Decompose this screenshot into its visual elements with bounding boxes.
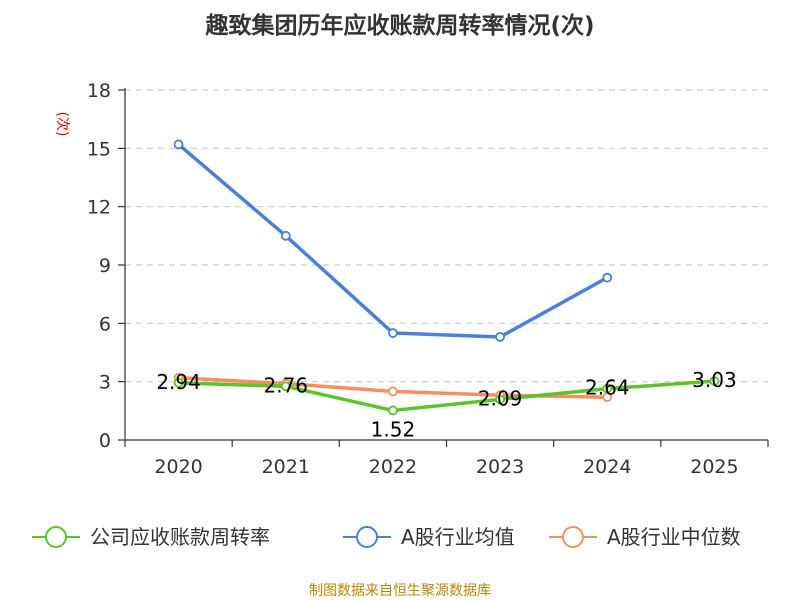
series-line bbox=[176, 379, 717, 413]
x-tick-label: 2020 bbox=[154, 456, 202, 478]
legend-label: 公司应收账款周转率 bbox=[90, 525, 270, 549]
data-label: 2.09 bbox=[478, 386, 523, 410]
series-lines bbox=[173, 139, 720, 416]
data-point bbox=[173, 377, 184, 388]
legend-label: A股行业均值 bbox=[401, 525, 515, 549]
y-axis-unit-label: (次) bbox=[54, 112, 70, 137]
data-point bbox=[495, 394, 505, 405]
x-tick-label: 2021 bbox=[262, 456, 310, 478]
data-label: 2.94 bbox=[156, 370, 201, 394]
grid-lines bbox=[125, 89, 768, 383]
legend-item[interactable]: A股行业中位数 bbox=[549, 525, 741, 549]
legend[interactable]: 公司应收账款周转率 A股行业均值 A股行业中位数 bbox=[32, 525, 741, 549]
axes: 0 3 6 9 12 15 18 2020 2021 2022 2023 2024 2025 bbox=[87, 80, 769, 478]
y-tick-label: 18 bbox=[87, 80, 111, 102]
data-point bbox=[495, 332, 505, 342]
data-point bbox=[602, 383, 613, 394]
data-label: 1.52 bbox=[371, 417, 416, 441]
data-point bbox=[709, 376, 720, 386]
data-label: 3.03 bbox=[692, 368, 737, 392]
data-point bbox=[280, 381, 291, 392]
data-label: 2.76 bbox=[263, 373, 308, 397]
y-tick-label: 9 bbox=[99, 255, 111, 277]
legend-marker bbox=[45, 526, 67, 548]
x-tick-label: 2025 bbox=[690, 456, 738, 478]
data-point bbox=[388, 386, 398, 397]
legend-marker bbox=[562, 526, 584, 548]
x-tick-label: 2023 bbox=[476, 456, 524, 478]
x-tick-label: 2024 bbox=[583, 456, 631, 478]
legend-item[interactable]: A股行业均值 bbox=[343, 525, 515, 549]
data-point bbox=[280, 230, 291, 241]
series-line bbox=[176, 142, 609, 339]
data-labels: 2.94 2.76 1.52 2.09 2.64 3.03 bbox=[156, 368, 736, 441]
y-tick-label: 3 bbox=[99, 372, 111, 394]
y-tick-label: 6 bbox=[99, 313, 111, 335]
legend-label: A股行业中位数 bbox=[607, 525, 741, 549]
legend-item[interactable]: 公司应收账款周转率 bbox=[32, 525, 270, 549]
legend-marker bbox=[356, 526, 378, 548]
data-label: 2.64 bbox=[585, 376, 630, 400]
y-tick-label: 12 bbox=[87, 197, 111, 219]
source-note: 制图数据来自恒生聚源数据库 bbox=[309, 583, 491, 599]
data-point bbox=[173, 139, 184, 150]
data-point bbox=[602, 272, 613, 283]
chart-title: 趣致集团历年应收账款周转率情况(次) bbox=[205, 13, 595, 39]
y-tick-label: 15 bbox=[87, 138, 111, 160]
data-point bbox=[388, 405, 398, 416]
data-point bbox=[388, 328, 398, 338]
x-tick-label: 2022 bbox=[369, 456, 417, 478]
y-tick-label: 0 bbox=[99, 430, 111, 452]
